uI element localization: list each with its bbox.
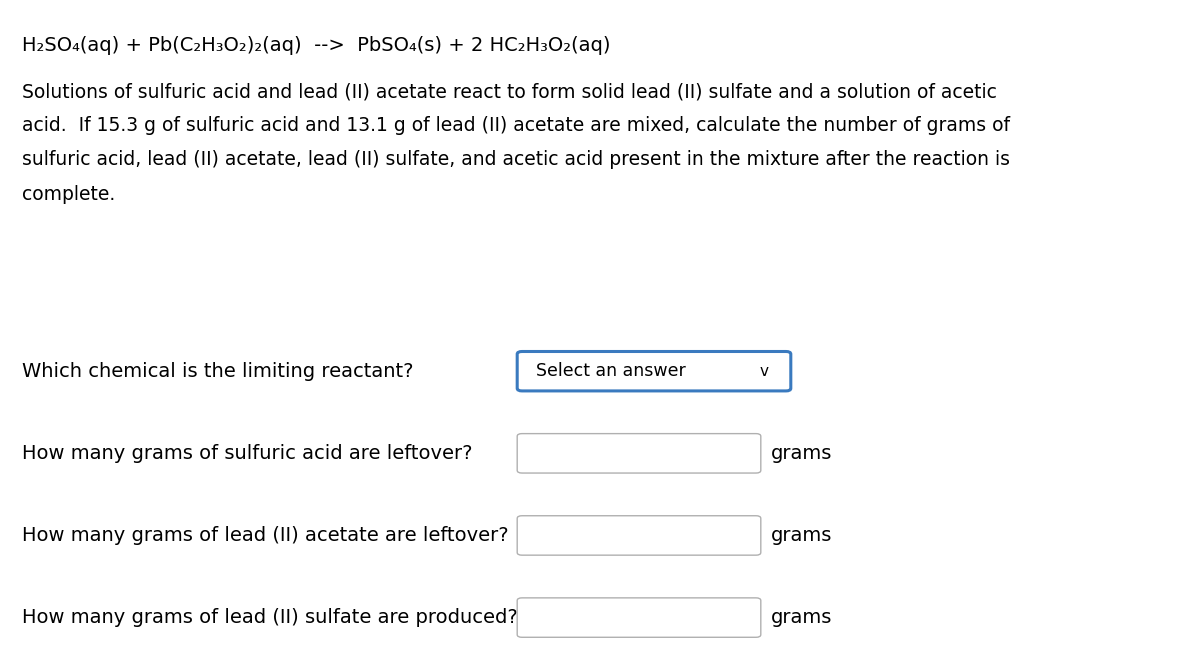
Text: How many grams of sulfuric acid are leftover?: How many grams of sulfuric acid are left… xyxy=(22,444,472,463)
Text: grams: grams xyxy=(770,444,832,463)
Text: How many grams of lead (II) acetate are leftover?: How many grams of lead (II) acetate are … xyxy=(22,526,509,545)
Text: H₂SO₄(aq) + Pb(C₂H₃O₂)₂(aq)  -->  PbSO₄(s) + 2 HC₂H₃O₂(aq): H₂SO₄(aq) + Pb(C₂H₃O₂)₂(aq) --> PbSO₄(s)… xyxy=(22,36,610,55)
FancyBboxPatch shape xyxy=(517,351,791,391)
Text: Select an answer: Select an answer xyxy=(536,362,686,380)
FancyBboxPatch shape xyxy=(517,516,761,555)
Text: How many grams of lead (II) sulfate are produced?: How many grams of lead (II) sulfate are … xyxy=(22,608,517,627)
Text: Which chemical is the limiting reactant?: Which chemical is the limiting reactant? xyxy=(22,362,413,380)
Text: acid.  If 15.3 g of sulfuric acid and 13.1 g of lead (II) acetate are mixed, cal: acid. If 15.3 g of sulfuric acid and 13.… xyxy=(22,116,1009,135)
Text: v: v xyxy=(760,364,769,378)
FancyBboxPatch shape xyxy=(517,598,761,637)
Text: grams: grams xyxy=(770,526,832,545)
Text: complete.: complete. xyxy=(22,185,115,204)
Text: sulfuric acid, lead (II) acetate, lead (II) sulfate, and acetic acid present in : sulfuric acid, lead (II) acetate, lead (… xyxy=(22,150,1009,170)
Text: grams: grams xyxy=(770,608,832,627)
Text: Solutions of sulfuric acid and lead (II) acetate react to form solid lead (II) s: Solutions of sulfuric acid and lead (II)… xyxy=(22,82,996,101)
FancyBboxPatch shape xyxy=(517,434,761,473)
